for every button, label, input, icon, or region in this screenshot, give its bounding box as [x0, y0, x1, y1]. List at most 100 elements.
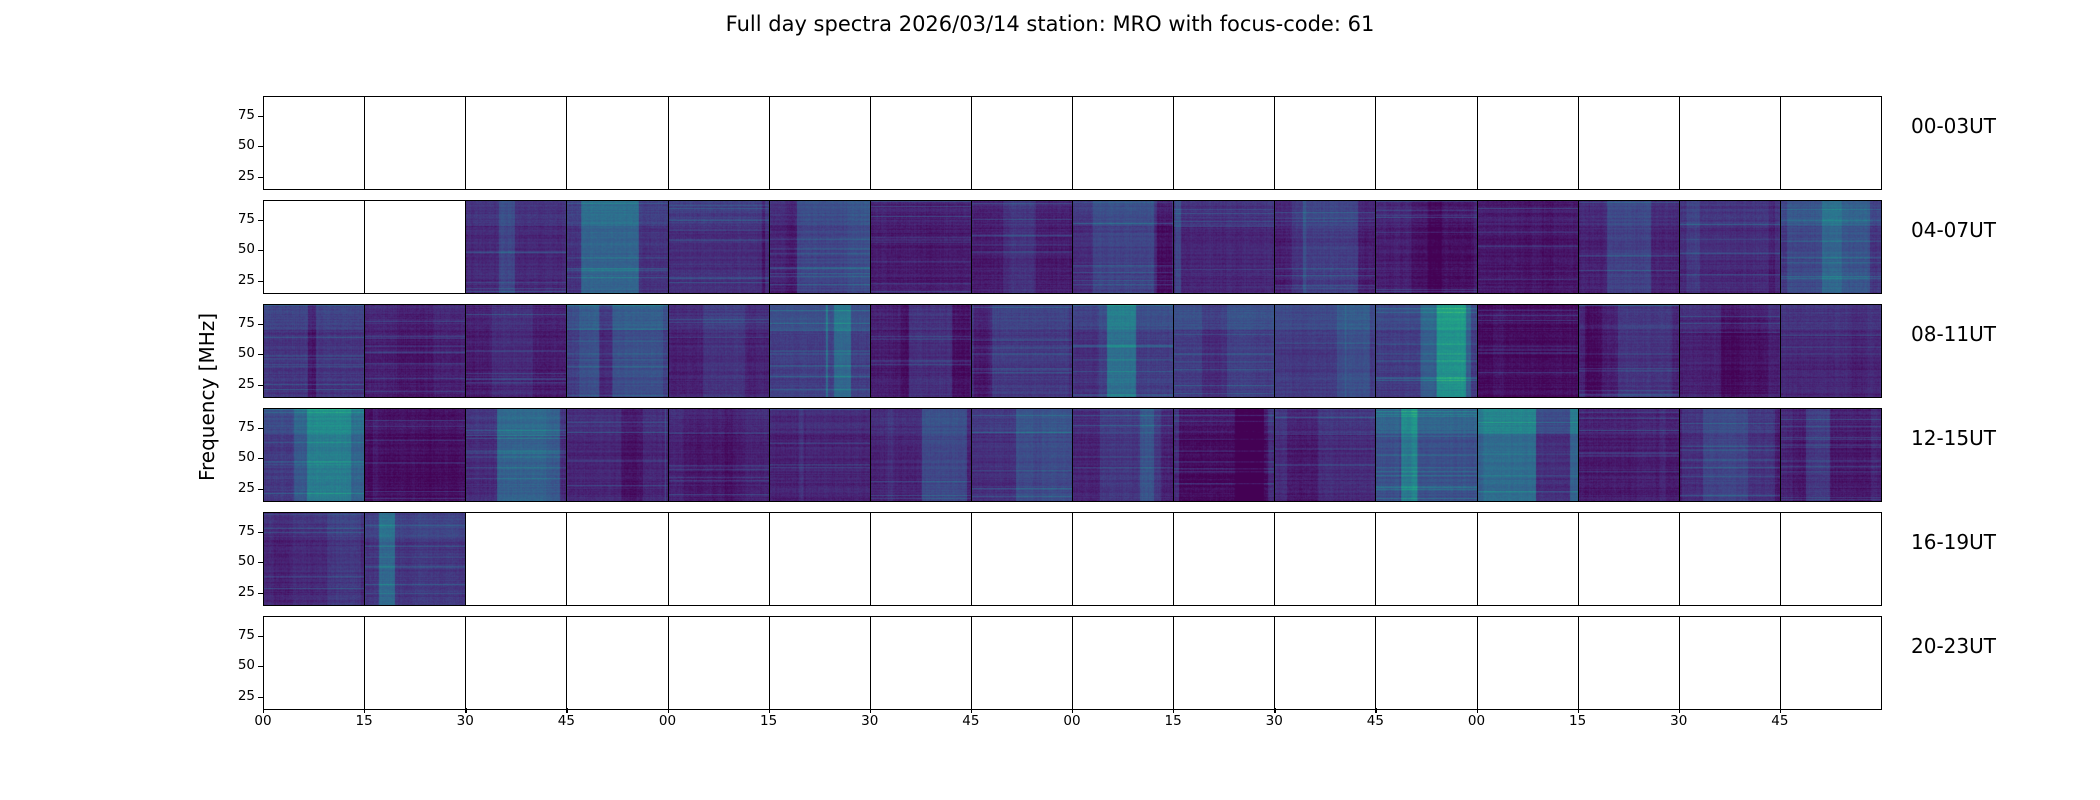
- spectra-panel: [1375, 304, 1478, 398]
- y-tick: [258, 696, 263, 699]
- row-label: 00-03UT: [1911, 114, 1996, 138]
- spectra-panel: [364, 96, 467, 190]
- spectra-panel: [1173, 616, 1276, 710]
- spectrogram: [1578, 305, 1679, 397]
- spectrogram: [769, 201, 870, 293]
- spectra-panel: [970, 616, 1073, 710]
- spectra-panel: [1173, 200, 1276, 294]
- y-tick: [258, 592, 263, 595]
- y-tick: [258, 458, 263, 460]
- row-label: 04-07UT: [1911, 218, 1996, 242]
- x-tick-label: 30: [1670, 713, 1688, 729]
- spectrogram: [769, 305, 870, 397]
- y-tick: [258, 384, 263, 387]
- spectrogram: [1780, 201, 1881, 293]
- x-tick-label: 30: [861, 713, 879, 729]
- spectra-panel: [1072, 96, 1175, 190]
- spectra-panel: [1476, 96, 1579, 190]
- x-tick-label: 15: [355, 713, 373, 729]
- spectra-panel: [1779, 408, 1882, 502]
- y-tick-label: 50: [237, 241, 255, 258]
- spectra-panel: [566, 408, 669, 502]
- spectra-panel: [1173, 96, 1276, 190]
- spectrogram: [1174, 305, 1275, 397]
- spectra-panel: [667, 200, 770, 294]
- spectrogram: [668, 201, 769, 293]
- spectrogram: [870, 409, 971, 501]
- spectrogram: [567, 409, 668, 501]
- spectrogram: [668, 409, 769, 501]
- spectra-panel: [970, 96, 1073, 190]
- spectra-panel: [1577, 200, 1680, 294]
- spectrogram: [1578, 201, 1679, 293]
- row-label: 16-19UT: [1911, 530, 1996, 554]
- spectra-panel: [263, 96, 366, 190]
- spectra-panel: [263, 616, 366, 710]
- y-tick-label: 75: [237, 314, 255, 331]
- x-tick: [263, 708, 265, 713]
- row-label: 12-15UT: [1911, 426, 1996, 450]
- x-tick-label: 00: [1063, 713, 1081, 729]
- spectra-panel: [1375, 96, 1478, 190]
- spectra-panel: [364, 408, 467, 502]
- x-tick-label: 30: [456, 713, 474, 729]
- spectra-panel: [263, 304, 366, 398]
- spectrogram: [466, 409, 567, 501]
- spectra-panel: [1274, 408, 1377, 502]
- x-tick: [869, 708, 872, 713]
- spectra-panel: [263, 408, 366, 502]
- x-tick: [1173, 708, 1175, 713]
- spectra-panel: [465, 616, 568, 710]
- spectra-panel: [869, 616, 972, 710]
- spectra-panel: [1779, 512, 1882, 606]
- x-tick-label: 00: [254, 713, 272, 729]
- y-tick-label: 25: [237, 271, 255, 288]
- spectra-panel: [364, 304, 467, 398]
- x-tick-label: 00: [1467, 713, 1486, 729]
- spectra-panel: [1779, 616, 1882, 710]
- spectra-panel: [1072, 408, 1175, 502]
- spectra-panel: [869, 96, 972, 190]
- spectrogram: [567, 305, 668, 397]
- spectra-panel: [1779, 304, 1882, 398]
- spectrogram: [1073, 201, 1174, 293]
- spectra-panel: [768, 408, 871, 502]
- x-tick: [566, 708, 568, 713]
- spectra-panel: [667, 616, 770, 710]
- spectra-panel: [1476, 200, 1579, 294]
- spectra-panel: [1274, 512, 1377, 606]
- spectra-panel: [1274, 200, 1377, 294]
- y-tick-label: 50: [237, 137, 255, 154]
- spectrogram: [1477, 409, 1578, 501]
- y-tick-label: 75: [237, 210, 255, 227]
- spectrogram: [1376, 201, 1477, 293]
- spectra-panel: [364, 616, 467, 710]
- spectrogram: [466, 201, 567, 293]
- spectra-panel: [768, 96, 871, 190]
- spectra-panel: [768, 304, 871, 398]
- spectrogram: [1174, 201, 1275, 293]
- x-tick: [465, 708, 467, 713]
- y-tick-label: 25: [237, 167, 255, 184]
- spectra-panel: [263, 512, 366, 606]
- spectra-panel: [768, 200, 871, 294]
- spectra-panel: [566, 96, 669, 190]
- x-tick-label: 15: [1164, 713, 1182, 729]
- spectrogram: [769, 409, 870, 501]
- spectrogram: [1073, 305, 1174, 397]
- spectrogram: [1275, 409, 1376, 501]
- spectra-panel: [1072, 200, 1175, 294]
- spectra-panel: [768, 616, 871, 710]
- x-tick: [970, 708, 973, 713]
- y-tick-label: 50: [237, 449, 255, 466]
- spectra-panel: [1678, 96, 1781, 190]
- spectra-panel: [566, 200, 669, 294]
- spectra-panel: [1577, 616, 1680, 710]
- spectra-panel: [667, 512, 770, 606]
- row-label: 08-11UT: [1911, 322, 1996, 346]
- spectra-panel: [1476, 512, 1579, 606]
- x-tick: [1678, 708, 1681, 713]
- spectrogram: [1679, 305, 1780, 397]
- spectra-panel: [869, 200, 972, 294]
- y-tick-label: 25: [237, 375, 255, 392]
